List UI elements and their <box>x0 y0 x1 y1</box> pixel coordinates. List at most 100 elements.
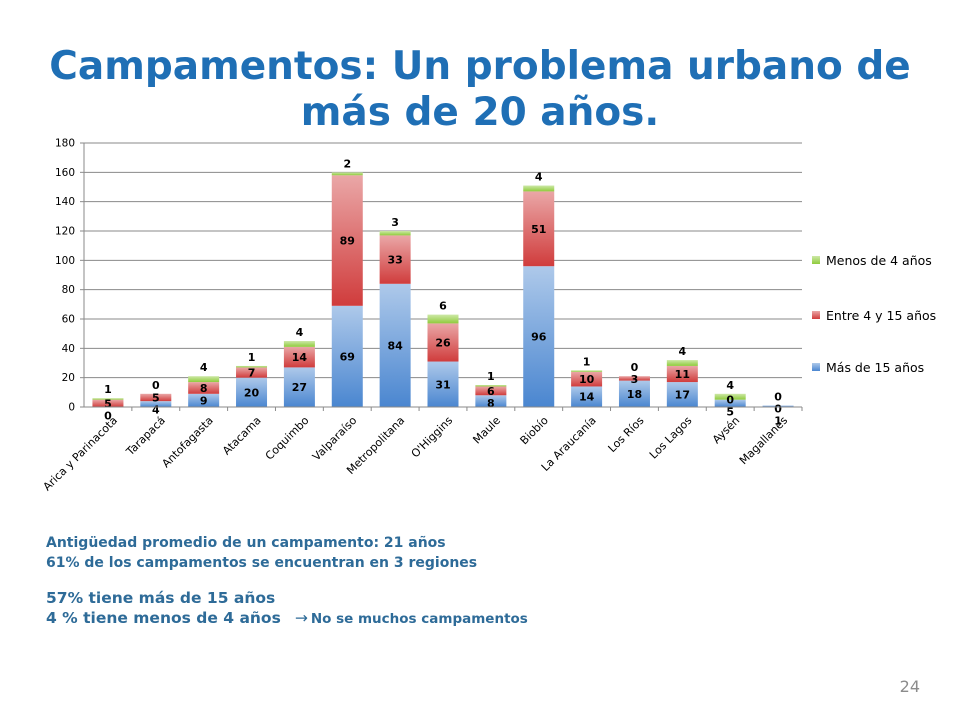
bar-segment <box>236 367 268 378</box>
page-number: 24 <box>899 677 920 696</box>
bar-segment <box>379 235 411 284</box>
bar-segment <box>188 376 220 383</box>
bar-segment <box>331 305 363 407</box>
data-label: 11 <box>675 368 690 381</box>
data-label: 6 <box>439 300 447 313</box>
bar-segment <box>618 380 650 407</box>
data-label: 0 <box>774 391 782 404</box>
bar-segment <box>571 386 603 407</box>
y-tick-label: 80 <box>62 284 75 296</box>
y-tick-label: 120 <box>55 226 75 238</box>
data-label: 89 <box>340 235 355 248</box>
data-label: 17 <box>675 389 690 402</box>
bar-segment <box>236 365 268 368</box>
bar-segment <box>283 341 315 347</box>
x-tick-label: Maule <box>470 414 503 447</box>
bar-segment <box>140 401 172 407</box>
x-tick-label: Biobío <box>518 414 551 447</box>
data-label: 1 <box>248 351 256 364</box>
data-label: 0 <box>726 394 734 407</box>
legend-swatch <box>812 256 820 264</box>
bar-segment <box>283 346 315 368</box>
data-label: 5 <box>726 406 734 419</box>
data-label: 4 <box>296 326 304 339</box>
bar-segment <box>331 175 363 306</box>
data-label: 5 <box>104 397 112 410</box>
data-label: 5 <box>152 391 160 404</box>
bar-segment <box>618 376 650 381</box>
y-tick-label: 100 <box>55 255 75 267</box>
note-over-15: 57% tiene más de 15 años <box>46 589 276 607</box>
data-label: 31 <box>435 378 450 391</box>
bar-segment <box>427 361 459 407</box>
data-label: 33 <box>387 254 402 267</box>
bar-segment <box>762 405 794 407</box>
data-label: 0 <box>774 403 782 416</box>
data-label: 3 <box>631 373 639 386</box>
bar-segment <box>571 371 603 387</box>
x-tick-label: Antofagasta <box>159 414 215 470</box>
bar-segment <box>523 266 555 407</box>
data-label: 7 <box>248 367 256 380</box>
data-label: 8 <box>200 382 208 395</box>
y-tick-label: 140 <box>55 196 75 208</box>
legend-label: Entre 4 y 15 años <box>826 308 936 323</box>
data-label: 27 <box>292 381 307 394</box>
data-label: 8 <box>487 397 495 410</box>
note-under-4: 4 % tiene menos de 4 años <box>46 609 281 627</box>
data-label: 1 <box>583 355 591 368</box>
data-label: 84 <box>387 339 403 352</box>
data-label: 4 <box>200 361 208 374</box>
x-tick-label: O'Higgins <box>409 414 456 461</box>
bar-segment <box>475 395 507 407</box>
data-labels: 0514509842071271446989284333312668619651… <box>104 157 782 427</box>
bar-segment <box>379 283 411 407</box>
bar-segment <box>92 399 124 407</box>
data-label: 96 <box>531 331 547 344</box>
data-label: 9 <box>200 394 208 407</box>
x-tick-label: Atacama <box>220 414 264 458</box>
note-regions: 61% de los campamentos se encuentran en … <box>46 555 478 571</box>
bar-segment <box>427 314 459 324</box>
title-line-1: Campamentos: Un problema urbano de <box>49 44 911 89</box>
data-label: 3 <box>391 216 399 229</box>
x-tick-label: Los Ríos <box>606 414 647 455</box>
y-tick-label: 40 <box>62 343 75 355</box>
x-tick-label: Magallanes <box>737 414 790 467</box>
slide-title: Campamentos: Un problema urbano de más d… <box>20 44 940 136</box>
legend-swatch <box>812 363 820 371</box>
note-under-4-line: 4 % tiene menos de 4 años → No se muchos c… <box>46 608 528 629</box>
data-label: 0 <box>104 409 112 422</box>
bar-segment <box>666 382 698 407</box>
legend: Menos de 4 años Entre 4 y 15 años Más de 1… <box>812 253 936 375</box>
data-label: 0 <box>152 379 160 392</box>
bar-segment <box>666 360 698 366</box>
data-label: 26 <box>435 336 451 349</box>
x-tick-label: Los Lagos <box>647 414 695 462</box>
bar-segment <box>571 370 603 372</box>
legend-swatch <box>812 311 820 319</box>
percentage-notes: 57% tiene más de 15 años 4 % tiene menos… <box>46 588 528 629</box>
data-label: 20 <box>244 386 260 399</box>
bar-segment <box>188 382 220 394</box>
x-tick-label: Coquimbo <box>263 414 312 463</box>
data-label: 51 <box>531 223 546 236</box>
y-tick-label: 60 <box>62 314 75 326</box>
data-label: 1 <box>104 383 112 396</box>
bar-segment <box>379 231 411 236</box>
data-label: 14 <box>579 391 595 404</box>
arrow-right-icon: → <box>294 609 308 627</box>
note-average-age: Antigüedad promedio de un campamento: 21… <box>46 535 446 551</box>
bar-segment <box>188 393 220 407</box>
x-tick-label: Valparaíso <box>310 414 360 464</box>
bar-segment <box>523 191 555 267</box>
bar-segment <box>475 385 507 387</box>
data-label: 6 <box>487 385 495 398</box>
bar-segment <box>92 398 124 400</box>
data-label: 4 <box>535 171 543 184</box>
bar-segment <box>331 172 363 176</box>
bar-segment <box>427 323 459 362</box>
data-label: 10 <box>579 373 595 386</box>
